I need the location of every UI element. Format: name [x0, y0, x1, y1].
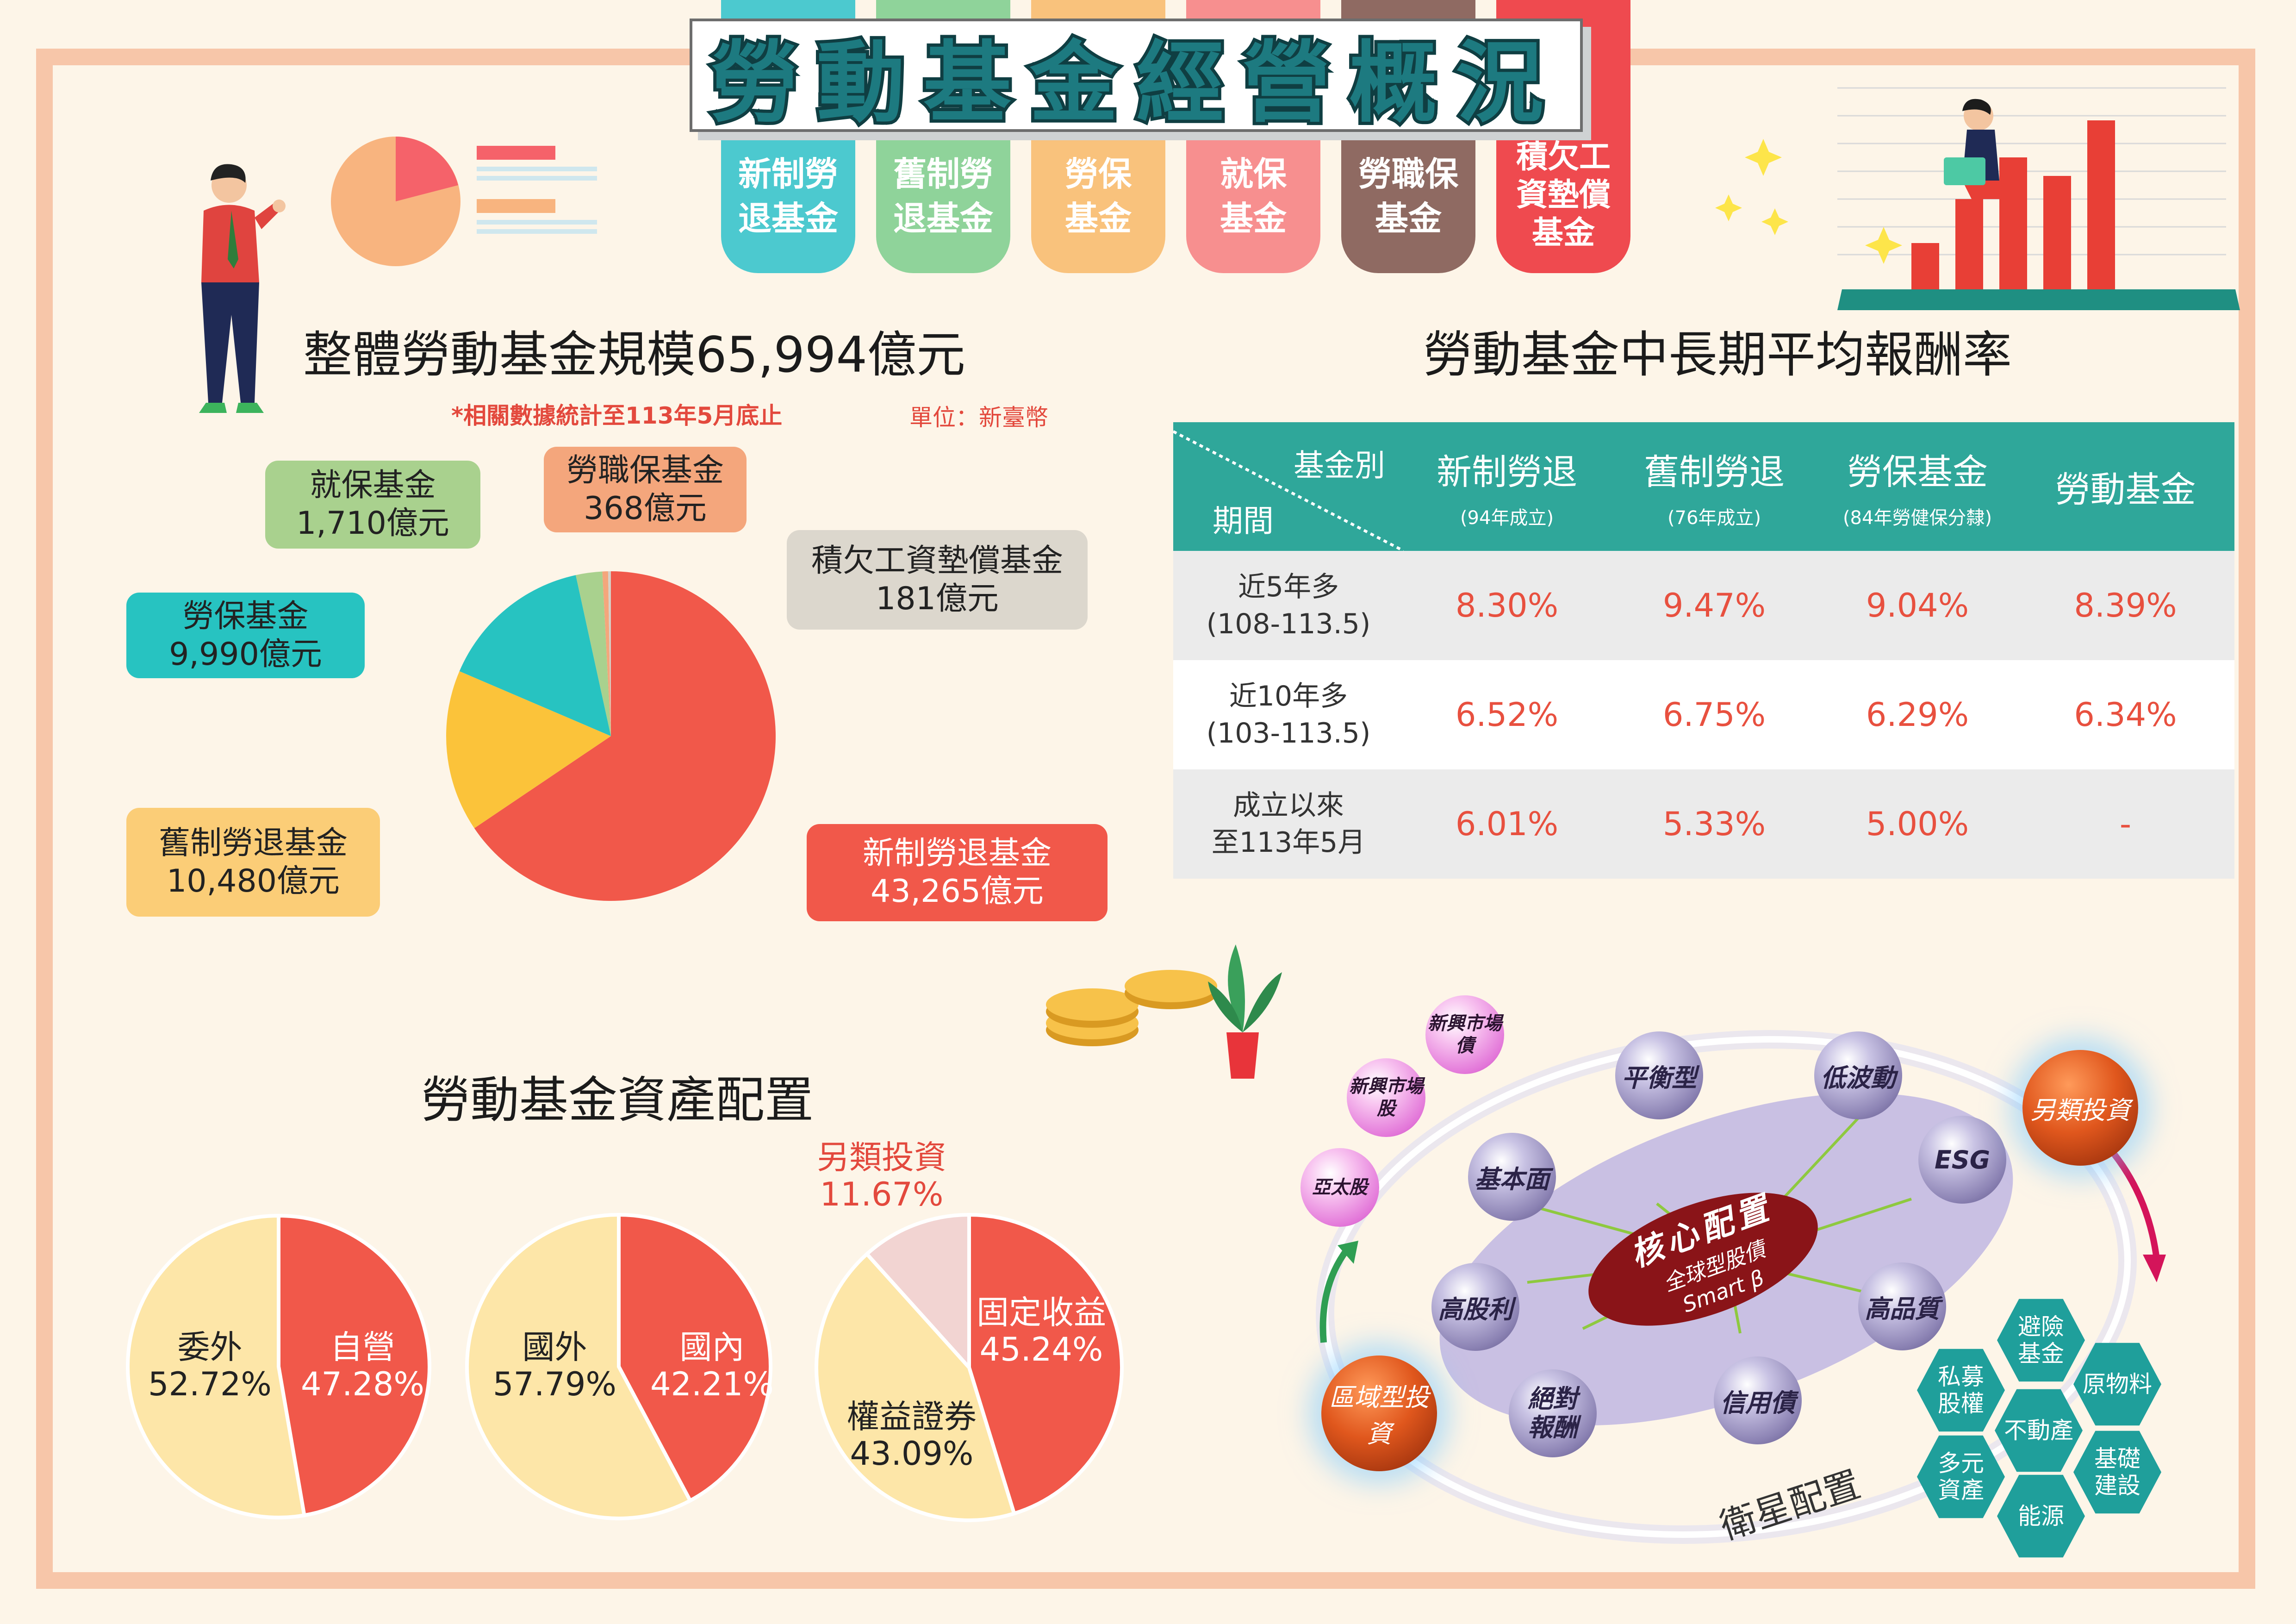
returns-table: 基金別 期間 新制勞退 (94年成立) 舊制勞退 (76年成立) 勞保基金 (84年勞… — [1173, 422, 2234, 879]
pie-slice-權益證券 — [815, 1251, 1017, 1522]
core-satellite-diagram — [1315, 1030, 2166, 1544]
node-emerging-market-bond: 新興市場 債 — [1425, 995, 1504, 1074]
column-header-labor-insurance: 勞保基金 (84年勞健保分隸) — [1818, 422, 2016, 551]
node-high-dividend: 高股利 — [1431, 1263, 1519, 1351]
return-cell: 6.52% — [1404, 660, 1610, 769]
node-high-quality: 高品質 — [1858, 1262, 1946, 1350]
period-cell: 近10年多 (103-113.5) — [1173, 660, 1404, 769]
return-cell: 8.39% — [2016, 551, 2234, 660]
return-cell: 5.00% — [1818, 769, 2016, 879]
pie-slice-自營 — [277, 1214, 431, 1518]
fund-size-heading: 整體勞動基金規模65,994億元 — [303, 326, 965, 383]
column-header-new-pension: 新制勞退 (94年成立) — [1404, 422, 1610, 551]
pie-slice-固定收益 — [967, 1213, 1124, 1516]
node-credit-bond: 信用債 — [1714, 1356, 1802, 1444]
allocation-pie-asset-class — [815, 1213, 1124, 1522]
grid-lines — [1837, 87, 2226, 256]
table-row: 近5年多 (108-113.5) 8.30% 9.47% 9.04% 8.39% — [1173, 551, 2234, 660]
period-cell: 成立以來 至113年5月 — [1173, 769, 1404, 879]
label-employment-insurance-fund: 就保基金 1,710億元 — [265, 461, 480, 549]
pie-label-self-managed: 自營 47.28% — [301, 1328, 424, 1403]
fund-size-pie-chart — [446, 571, 776, 901]
return-cell: - — [2016, 769, 2234, 879]
pie-slice-勞職保基金 — [602, 571, 611, 736]
table-header-row: 基金別 期間 新制勞退 (94年成立) 舊制勞退 (76年成立) 勞保基金 (84年勞… — [1173, 422, 2234, 551]
pie-slice-國內 — [617, 1213, 772, 1503]
pie-slice-舊制勞退基金 — [446, 671, 611, 829]
pie-label-alternative: 另類投資 11.67% — [817, 1138, 946, 1213]
period-cell: 近5年多 (108-113.5) — [1173, 551, 1404, 660]
presenter-illustration — [199, 137, 597, 413]
pie-slice-委外 — [126, 1214, 307, 1519]
pie-label-fixed-income: 固定收益 45.24% — [977, 1293, 1106, 1368]
pie-slice-國外 — [465, 1213, 693, 1520]
pie-slice-另類投資 — [864, 1213, 971, 1373]
node-emerging-market-equity: 新興市場 股 — [1347, 1058, 1425, 1137]
node-esg: ESG — [1918, 1116, 2006, 1204]
pie-label-foreign: 國外 57.79% — [493, 1328, 616, 1403]
column-header-old-pension: 舊制勞退 (76年成立) — [1610, 422, 1818, 551]
pie-slice-積欠工資墊償基金 — [608, 571, 611, 736]
table-corner-cell: 基金別 期間 — [1173, 422, 1404, 551]
pie-label-domestic: 國內 42.21% — [650, 1328, 774, 1403]
node-fundamental: 基本面 — [1468, 1133, 1556, 1221]
allocation-heading: 勞動基金資產配置 — [421, 1072, 814, 1129]
column-header-labor-fund: 勞動基金 — [2016, 422, 2234, 551]
growth-chart-illustration — [1715, 87, 2240, 310]
return-cell: 6.34% — [2016, 660, 2234, 769]
return-cell: 6.75% — [1610, 660, 1818, 769]
node-absolute-return: 絕對 報酬 — [1509, 1369, 1597, 1457]
node-low-volatility: 低波動 — [1814, 1031, 1902, 1119]
diagonal-divider — [1173, 430, 1404, 551]
return-cell: 6.01% — [1404, 769, 1610, 879]
label-labor-insurance-fund: 勞保基金 9,990億元 — [126, 593, 365, 678]
returns-heading: 勞動基金中長期平均報酬率 — [1423, 326, 2012, 383]
page-title: 勞動基金經營概況 — [690, 19, 1583, 137]
pie-slice-新制勞退基金 — [474, 571, 776, 901]
label-occupational-insurance-fund: 勞職保基金 368億元 — [544, 447, 747, 532]
node-alternative-investment: 另類投資 — [2022, 1050, 2138, 1166]
table-row: 成立以來 至113年5月 6.01% 5.33% 5.00% - — [1173, 769, 2234, 879]
allocation-pie-self-managed — [126, 1214, 431, 1519]
return-cell: 9.47% — [1610, 551, 1818, 660]
return-cell: 8.30% — [1404, 551, 1610, 660]
pie-slice-勞保基金 — [459, 575, 611, 736]
label-old-pension-fund: 舊制勞退基金 10,480億元 — [126, 808, 380, 917]
sparkle-icons — [1715, 139, 1902, 264]
return-cell: 6.29% — [1818, 660, 2016, 769]
pie-label-outsourced: 委外 52.72% — [148, 1328, 272, 1403]
table-row: 近10年多 (103-113.5) 6.52% 6.75% 6.29% 6.34… — [1173, 660, 2234, 769]
node-asia-pacific-equity: 亞太股 — [1300, 1148, 1379, 1227]
return-cell: 5.33% — [1610, 769, 1818, 879]
pie-label-equity: 權益證券 43.09% — [847, 1398, 977, 1473]
node-balanced: 平衡型 — [1615, 1031, 1703, 1119]
coins-and-plant-illustration — [1046, 944, 1282, 1079]
data-date-note: *相關數據統計至113年5月底止 — [451, 402, 783, 429]
node-regional-investment: 區域型投資 — [1321, 1355, 1437, 1471]
currency-unit-note: 單位：新臺幣 — [909, 404, 1048, 431]
pie-slice-就保基金 — [576, 571, 611, 736]
label-wage-arrears-fund: 積欠工資墊償基金 181億元 — [787, 530, 1088, 630]
allocation-pie-domestic — [465, 1213, 772, 1520]
label-new-pension-fund: 新制勞退基金 43,265億元 — [807, 824, 1108, 921]
return-cell: 9.04% — [1818, 551, 2016, 660]
